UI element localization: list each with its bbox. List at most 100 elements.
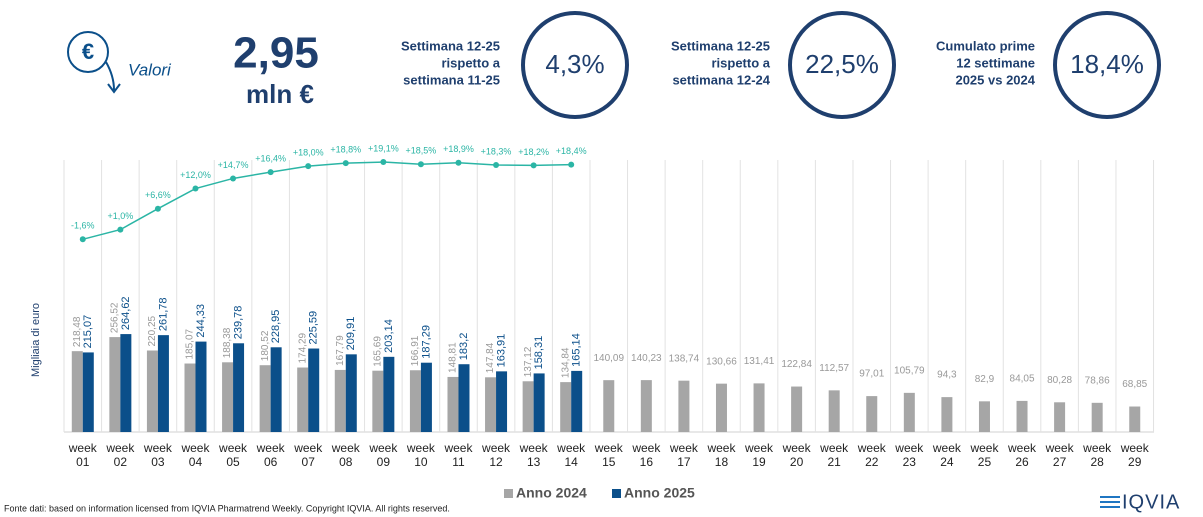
bar	[1016, 400, 1028, 432]
x-tick-label: week 01	[68, 441, 97, 469]
growth-point	[380, 159, 387, 166]
value-label: 94,3	[937, 370, 957, 381]
value-label: 147,84	[485, 342, 496, 373]
x-tick-label: week 10	[406, 441, 435, 469]
value-label: 220,25	[147, 315, 158, 346]
value-label: 138,74	[669, 353, 700, 364]
x-tick-label: week 02	[106, 441, 135, 469]
value-label: 82,9	[975, 374, 995, 385]
bar	[485, 377, 497, 432]
growth-line	[82, 161, 572, 241]
value-label: 167,79	[335, 335, 346, 366]
kpi-text: Cumulato prime	[936, 38, 1035, 53]
value-label: 140,09	[593, 353, 624, 364]
growth-point	[455, 159, 462, 166]
bar	[560, 382, 572, 432]
x-tick-label: week 26	[1008, 441, 1037, 469]
x-tick-label: week 05	[219, 441, 248, 469]
kpi-text: rispetto a	[711, 55, 770, 70]
bar	[270, 347, 282, 432]
bar	[458, 364, 470, 432]
x-tick-label: week 04	[181, 441, 210, 469]
bar	[571, 370, 583, 432]
growth-point	[493, 162, 500, 169]
growth-label: +18,5%	[406, 146, 437, 156]
x-tick-label: week 29	[1120, 441, 1149, 469]
bar	[120, 334, 132, 432]
kpi-text: settimana 12-24	[672, 72, 770, 87]
bar	[533, 373, 545, 432]
bar	[259, 365, 271, 432]
x-tick-label: week 20	[782, 441, 811, 469]
bar	[1129, 406, 1141, 432]
bar	[334, 369, 346, 432]
kpi-circle	[1053, 11, 1161, 119]
x-tick-label: week 24	[932, 441, 961, 469]
value-label: 256,52	[109, 302, 120, 333]
legend-swatch	[504, 489, 513, 498]
bar	[233, 343, 245, 432]
value-label: 131,41	[744, 356, 775, 367]
value-label: 188,38	[222, 327, 233, 358]
value-label: 166,91	[410, 335, 421, 366]
bar	[941, 397, 953, 432]
x-tick-label: week 21	[820, 441, 849, 469]
kpi-text: Settimana 12-25	[401, 38, 500, 53]
value-label: 165,69	[372, 336, 383, 367]
x-tick-label: week 28	[1083, 441, 1112, 469]
value-label: 187,29	[420, 325, 432, 359]
kpi-value: 18,4%	[1070, 49, 1144, 79]
value-label: 140,23	[631, 353, 662, 364]
value-label: 84,05	[1010, 374, 1035, 385]
growth-point	[342, 160, 349, 167]
growth-point	[79, 236, 86, 243]
bar	[866, 396, 878, 432]
bar	[447, 376, 459, 432]
bar	[678, 380, 690, 432]
x-tick-label: week 16	[632, 441, 661, 469]
x-tick-label: week 18	[707, 441, 736, 469]
x-tick-label: week 03	[143, 441, 172, 469]
bar	[828, 390, 840, 432]
bar	[420, 362, 432, 432]
value-label: 185,07	[185, 328, 196, 359]
growth-label: -1,6%	[71, 221, 95, 231]
growth-point	[154, 205, 161, 212]
value-label: 264,62	[120, 296, 132, 330]
value-label: 112,57	[819, 363, 849, 374]
total-value: 2,95	[233, 29, 319, 78]
value-label: 228,95	[270, 310, 282, 344]
value-label: 209,91	[345, 317, 357, 351]
x-tick-label: week 06	[256, 441, 285, 469]
value-label: 158,31	[533, 336, 545, 370]
bar	[109, 337, 121, 432]
growth-label: +1,0%	[107, 211, 133, 221]
bar	[195, 341, 207, 432]
x-tick-label: week 25	[970, 441, 999, 469]
growth-point	[417, 161, 424, 168]
growth-label: +18,0%	[293, 148, 324, 158]
growth-label: +19,1%	[368, 143, 399, 153]
bar	[297, 367, 309, 432]
growth-label: +18,3%	[481, 146, 512, 156]
value-label: 78,86	[1085, 375, 1110, 386]
value-label: 122,84	[781, 359, 812, 370]
kpi-text: 12 settimane	[956, 55, 1035, 70]
source: Fonte dati: based on information license…	[4, 503, 450, 513]
legend-label: Anno 2024	[516, 485, 587, 501]
bar	[715, 383, 727, 432]
logo: IQVIA	[1100, 491, 1180, 513]
value-label: 244,33	[195, 304, 207, 338]
value-label: 183,2	[458, 333, 470, 361]
growth-point	[267, 169, 274, 176]
logo-text: IQVIA	[1122, 491, 1180, 513]
value-label: 180,52	[260, 330, 271, 361]
icon-arrow	[105, 61, 121, 94]
bar	[978, 401, 990, 432]
value-label: 137,12	[523, 346, 534, 377]
bar	[791, 386, 803, 432]
legend-swatch	[612, 489, 621, 498]
legend-label: Anno 2025	[624, 485, 695, 501]
growth-label: +18,4%	[556, 146, 587, 156]
icon-label: Valori	[128, 60, 172, 79]
